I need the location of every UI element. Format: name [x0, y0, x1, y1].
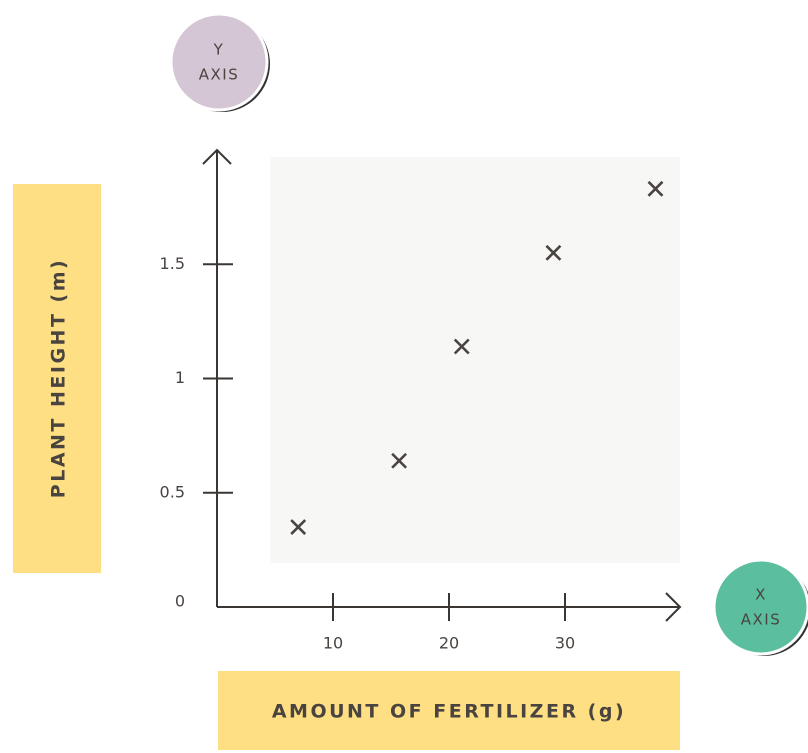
x-badge-text: AXIS	[741, 611, 781, 629]
x-tick-label: 10	[323, 634, 343, 653]
x-badge	[712, 558, 808, 656]
point	[453, 338, 470, 355]
y-badge-text: Y	[213, 41, 225, 59]
point	[647, 180, 664, 197]
y-badge	[169, 12, 269, 112]
y-label-box	[13, 184, 101, 573]
y-tick-label: 0	[175, 592, 185, 611]
y-axis-label: PLANT HEIGHT (m)	[48, 258, 70, 498]
x-axis-label: AMOUNT OF FERTILIZER (g)	[272, 701, 626, 723]
x-label-box	[218, 671, 680, 750]
plot-background	[270, 157, 680, 563]
point	[290, 519, 307, 535]
x-badge-text: X	[755, 586, 767, 604]
y-tick-label: 1	[175, 368, 185, 387]
x-tick-label: 30	[555, 634, 575, 653]
point	[545, 244, 562, 261]
point	[391, 452, 408, 469]
y-tick-label: 0.5	[160, 482, 185, 501]
x-tick-label: 20	[439, 634, 459, 653]
y-tick-label: 1.5	[160, 254, 185, 273]
y-badge-text: AXIS	[199, 66, 239, 84]
